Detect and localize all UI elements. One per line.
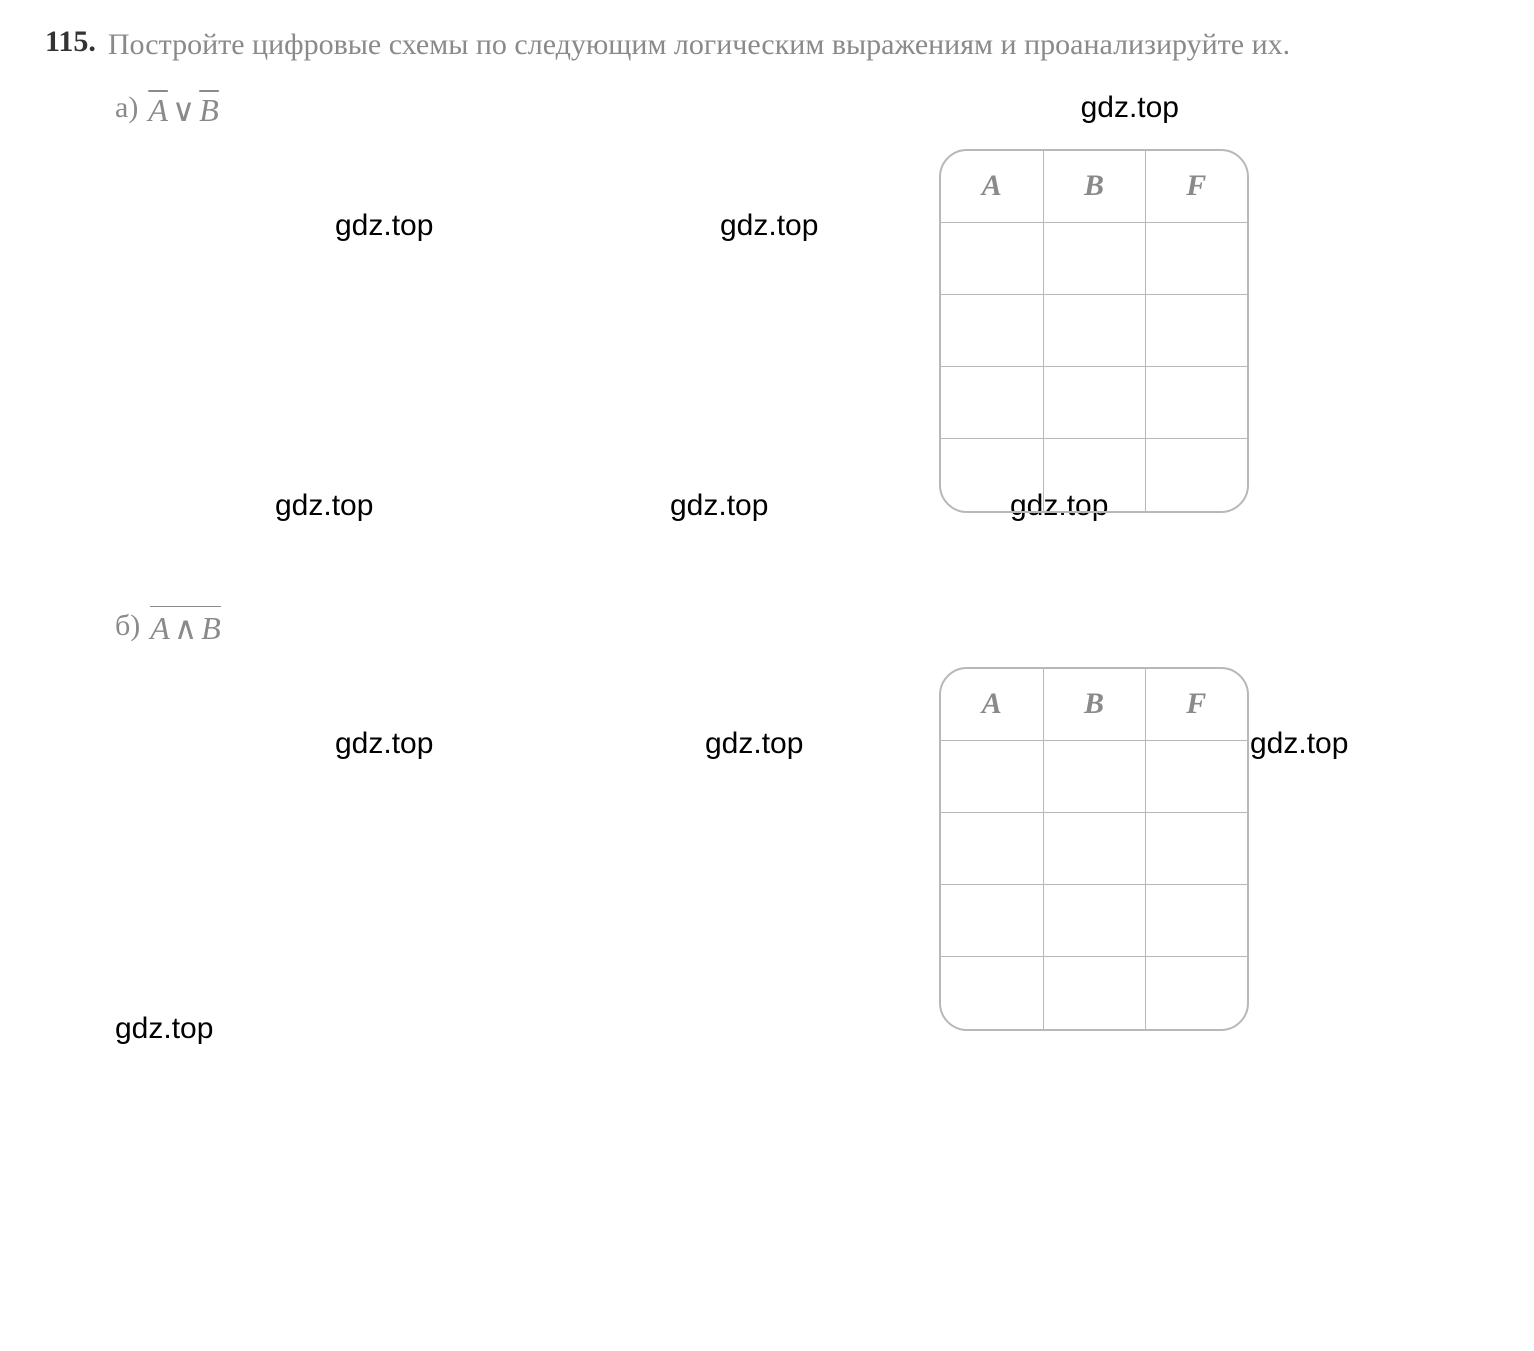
cell: [1145, 957, 1247, 1029]
subproblem-b: б) A∧B gdz.topgdz.topgdz.topgdz.top A B …: [45, 609, 1489, 1037]
cell: [1145, 367, 1247, 439]
sub-b-letter: б): [115, 609, 140, 643]
work-area-a: gdz.topgdz.topgdz.topgdz.topgdz.top A B …: [115, 139, 1489, 519]
watermark: gdz.top: [335, 727, 433, 761]
watermark: gdz.top: [1250, 727, 1348, 761]
truth-table-b: A B F: [939, 667, 1249, 1031]
cell: [1043, 741, 1145, 813]
problem-115: 115. Постройте цифровые схемы по следующ…: [45, 25, 1489, 1037]
cell: [1043, 439, 1145, 511]
cell: [1145, 741, 1247, 813]
work-area-b: gdz.topgdz.topgdz.topgdz.top A B F: [115, 657, 1489, 1037]
sub-b-var1: A: [150, 610, 170, 646]
table-header-row: A B F: [941, 669, 1247, 741]
table-row: [941, 885, 1247, 957]
col-F: F: [1145, 669, 1247, 741]
cell: [941, 741, 1043, 813]
cell: [941, 957, 1043, 1029]
cell: [1145, 885, 1247, 957]
cell: [941, 885, 1043, 957]
table-row: [941, 741, 1247, 813]
cell: [1145, 813, 1247, 885]
watermark: gdz.top: [670, 489, 768, 523]
sub-b-op: ∧: [174, 610, 197, 646]
cell: [1145, 295, 1247, 367]
col-A: A: [941, 669, 1043, 741]
truth-table-a-inner: A B F: [941, 151, 1247, 511]
truth-table-a: A B F: [939, 149, 1249, 513]
sub-a-letter: а): [115, 91, 138, 125]
cell: [1043, 295, 1145, 367]
sub-b-expression: A∧B: [150, 609, 221, 647]
problem-number: 115.: [45, 25, 96, 59]
cell: [1043, 367, 1145, 439]
table-header-row: A B F: [941, 151, 1247, 223]
table-row: [941, 367, 1247, 439]
watermark: gdz.top: [335, 209, 433, 243]
sub-a-var2: B: [199, 92, 219, 128]
table-row: [941, 223, 1247, 295]
watermark-top-a: gdz.top: [1081, 91, 1179, 125]
problem-text: Постройте цифровые схемы по следующим ло…: [108, 25, 1290, 66]
watermark: gdz.top: [705, 727, 803, 761]
cell: [1043, 813, 1145, 885]
cell: [941, 367, 1043, 439]
sub-b-label-row: б) A∧B: [115, 609, 1489, 647]
sub-a-expression: A∨B: [148, 91, 219, 129]
cell: [941, 439, 1043, 511]
cell: [941, 223, 1043, 295]
cell: [1043, 957, 1145, 1029]
watermark: gdz.top: [720, 209, 818, 243]
cell: [1043, 885, 1145, 957]
sub-b-group: A∧B: [150, 609, 221, 647]
cell: [1145, 439, 1247, 511]
sub-a-var1: A: [148, 92, 168, 128]
col-B: B: [1043, 151, 1145, 223]
sub-a-label-row: а) A∨B gdz.top: [115, 91, 1489, 129]
cell: [941, 813, 1043, 885]
watermark: gdz.top: [275, 489, 373, 523]
col-A: A: [941, 151, 1043, 223]
cell: [1043, 223, 1145, 295]
col-B: B: [1043, 669, 1145, 741]
cell: [1145, 223, 1247, 295]
subproblem-a: а) A∨B gdz.top gdz.topgdz.topgdz.topgdz.…: [45, 91, 1489, 519]
sub-b-var2: B: [201, 610, 221, 646]
sub-a-op: ∨: [172, 92, 195, 128]
truth-table-b-inner: A B F: [941, 669, 1247, 1029]
cell: [941, 295, 1043, 367]
table-row: [941, 957, 1247, 1029]
watermark: gdz.top: [115, 1012, 213, 1046]
table-row: [941, 439, 1247, 511]
col-F: F: [1145, 151, 1247, 223]
problem-header: 115. Постройте цифровые схемы по следующ…: [45, 25, 1489, 66]
table-row: [941, 295, 1247, 367]
table-row: [941, 813, 1247, 885]
